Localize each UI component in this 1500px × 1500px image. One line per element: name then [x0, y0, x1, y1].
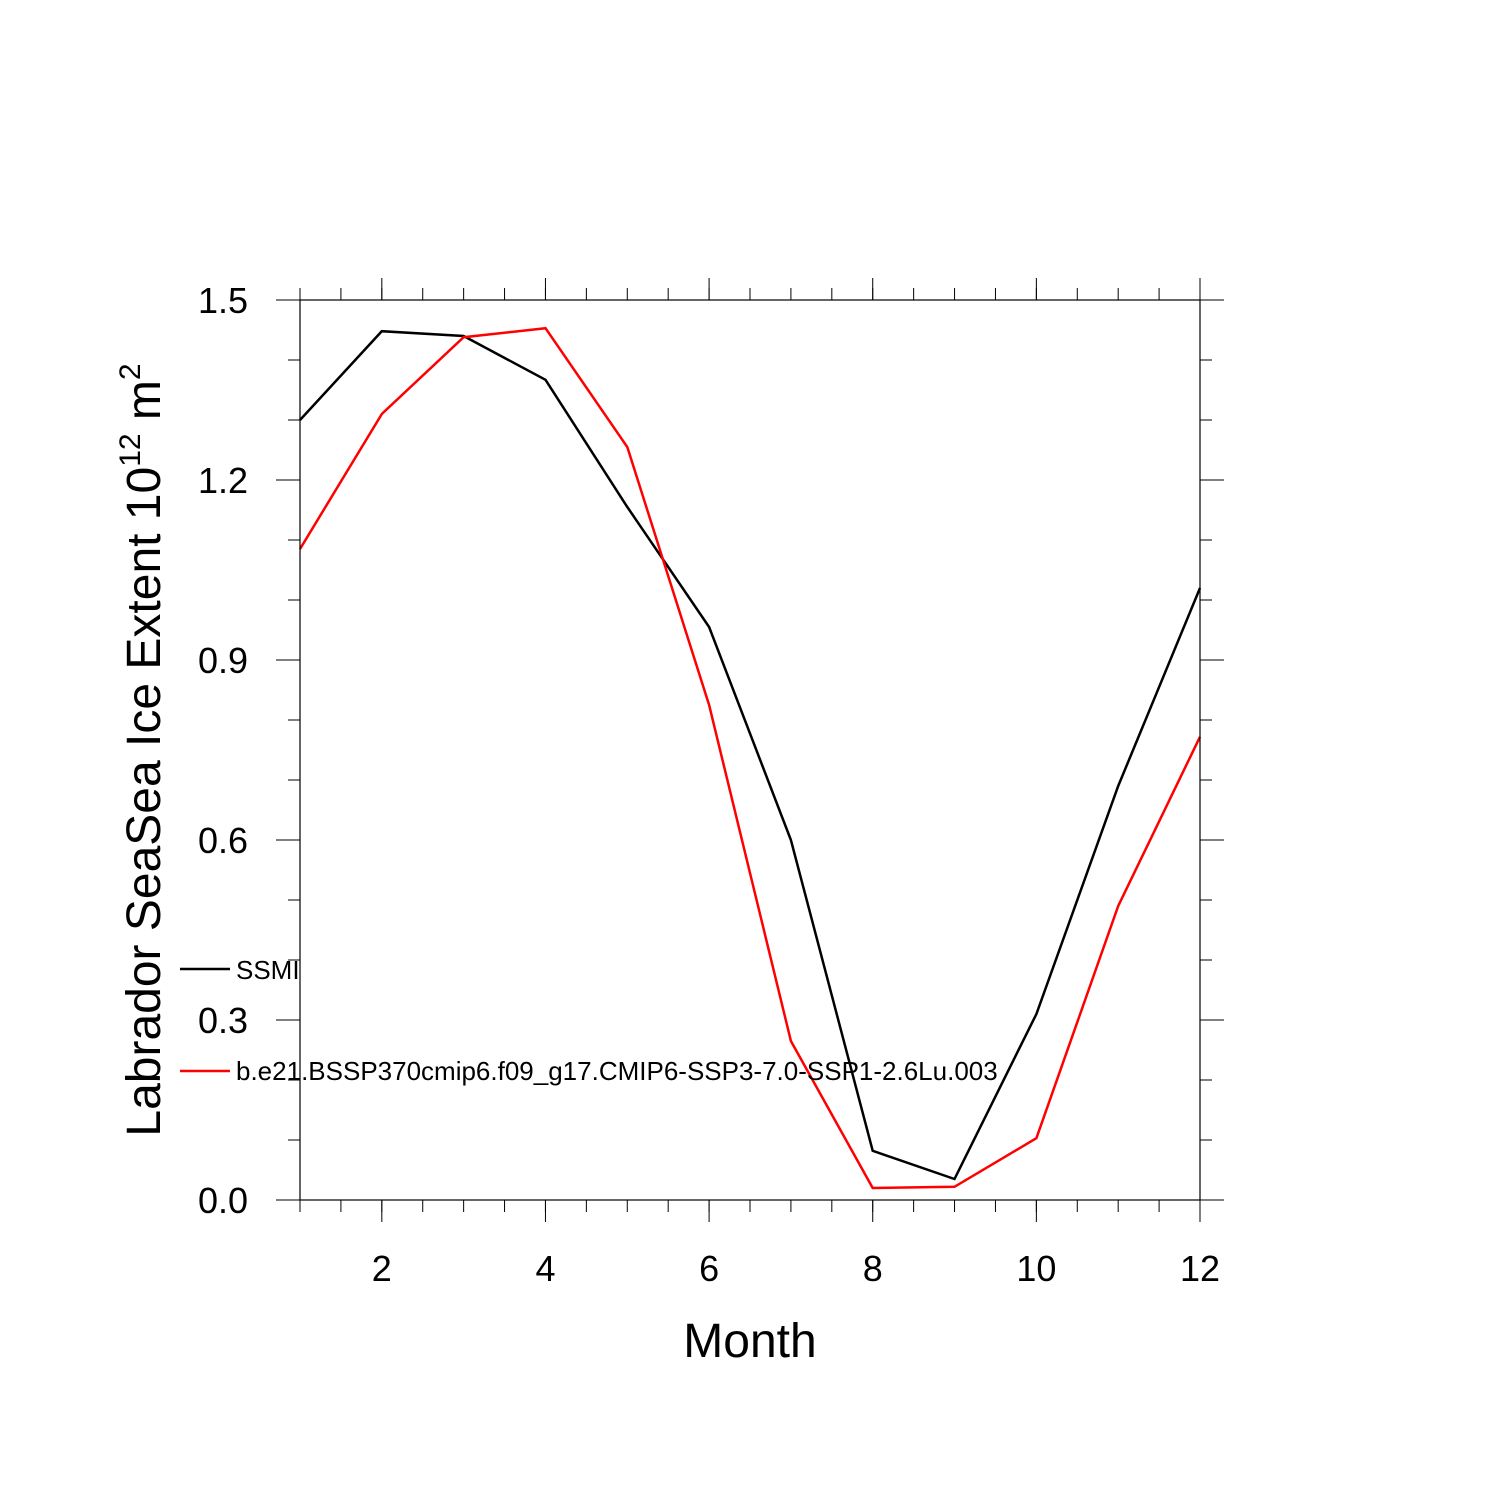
y-axis-title-exponent: 12: [114, 433, 147, 466]
series-lines: [298, 326, 1202, 1190]
y-tick-label: 0.6: [198, 820, 248, 861]
x-tick-label: 12: [1180, 1248, 1220, 1289]
x-tick-label: 6: [699, 1248, 719, 1289]
y-tick-label: 0.3: [198, 1000, 248, 1041]
plot-frame: [299, 299, 1201, 1201]
y-tick-label: 0.0: [198, 1180, 248, 1221]
y-axis-title-unit-exponent: 2: [114, 363, 147, 380]
major-ticks: [276, 278, 1224, 1222]
y-axis-title-main: Labrador SeaSea Ice Extent 10: [118, 467, 171, 1137]
x-tick-label: 10: [1016, 1248, 1056, 1289]
y-tick-label: 1.2: [198, 460, 248, 501]
x-tick-label: 2: [372, 1248, 392, 1289]
x-axis-title: Month: [683, 1315, 816, 1368]
x-tick-labels: 2 4 6 8 10 12: [372, 1248, 1220, 1289]
x-tick-label: 4: [535, 1248, 555, 1289]
y-tick-labels: 0.0 0.3 0.6 0.9 1.2 1.5: [198, 280, 248, 1221]
legend: SSMI b.e21.BSSP370cmip6.f09_g17.CMIP6-SS…: [180, 955, 998, 1086]
legend-label-ssmi: SSMI: [236, 955, 300, 985]
y-axis-title-unit: m: [118, 380, 171, 433]
legend-label-model: b.e21.BSSP370cmip6.f09_g17.CMIP6-SSP3-7.…: [236, 1056, 998, 1086]
x-tick-label: 8: [863, 1248, 883, 1289]
y-axis-title: Labrador SeaSea Ice Extent 1012 m2: [114, 363, 171, 1136]
series-line-model: [298, 326, 1202, 1190]
series-line-ssmi: [299, 329, 1202, 1181]
y-tick-label: 0.9: [198, 640, 248, 681]
y-tick-label: 1.5: [198, 280, 248, 321]
